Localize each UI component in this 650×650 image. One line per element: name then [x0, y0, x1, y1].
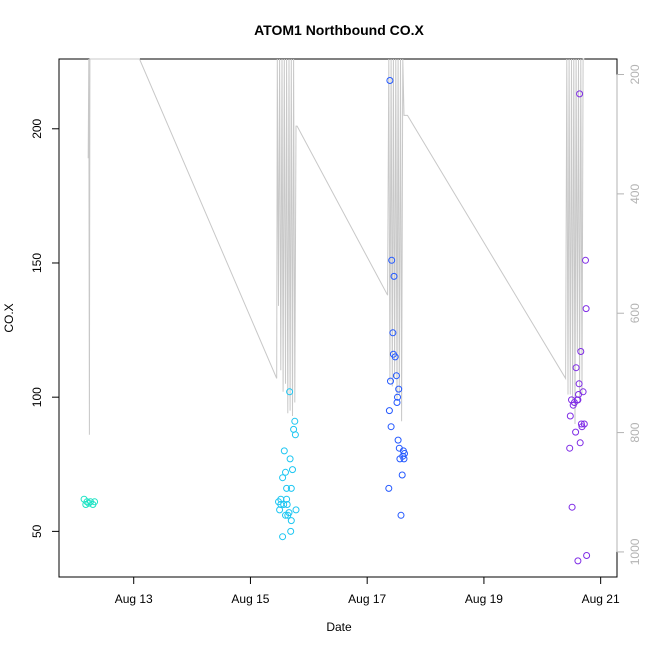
data-point [389, 350, 397, 358]
data-point [291, 417, 299, 425]
data-point [582, 305, 590, 313]
data-point [578, 423, 586, 431]
points-layer [80, 77, 591, 565]
data-point [572, 364, 580, 372]
data-point [398, 471, 406, 479]
data-point [389, 329, 397, 337]
data-point [401, 450, 408, 457]
data-point [280, 501, 288, 508]
data-point [283, 495, 291, 503]
data-point [570, 399, 578, 406]
data-point [568, 503, 576, 511]
x-tick-label: Aug 13 [115, 592, 153, 606]
data-point [279, 533, 287, 541]
data-point [286, 455, 294, 463]
data-point [390, 272, 398, 280]
chart-title: ATOM1 Northbound CO.X [254, 22, 424, 38]
y-tick-label: 100 [30, 387, 44, 407]
x-tick-label: Aug 19 [465, 592, 503, 606]
y2-tick-label: 800 [628, 422, 642, 442]
y2-tick-label: 600 [628, 303, 642, 323]
data-point [387, 377, 394, 385]
data-point [387, 423, 395, 431]
data-point [394, 436, 402, 444]
data-point [577, 420, 585, 428]
data-point [91, 498, 99, 506]
data-point [282, 511, 289, 519]
trace-line [87, 58, 585, 435]
data-point [287, 527, 295, 535]
data-point [280, 447, 288, 455]
data-point [83, 498, 91, 506]
x-tick-label: Aug 15 [231, 592, 269, 606]
data-point [385, 484, 393, 492]
data-point [286, 388, 294, 396]
data-point [577, 348, 585, 355]
data-point [388, 256, 396, 264]
data-point [575, 380, 583, 388]
data-point [582, 256, 589, 264]
data-point [576, 439, 584, 447]
data-point [394, 393, 401, 401]
data-point [385, 407, 393, 415]
y-tick-label: 50 [30, 524, 44, 538]
data-point [287, 484, 295, 492]
data-point [289, 466, 296, 474]
trace-layer [87, 58, 585, 435]
data-point [566, 412, 574, 420]
x-axis: Aug 13 Aug 15 Aug 17 Aug 19 Aug 21 [115, 576, 620, 606]
x-tick-label: Aug 21 [582, 592, 620, 606]
data-point [393, 399, 401, 406]
y-tick-label: 200 [30, 118, 44, 138]
y2-tick-label: 200 [628, 64, 642, 84]
data-point [574, 557, 582, 565]
x-tick-label: Aug 17 [348, 592, 386, 606]
y-tick-label: 150 [30, 253, 44, 273]
data-point [395, 385, 403, 393]
data-point [291, 431, 299, 439]
data-point [283, 484, 291, 492]
data-point [579, 388, 587, 396]
data-point [277, 501, 285, 508]
y-axis: 50 100 150 200 [30, 118, 60, 538]
data-point [292, 506, 300, 514]
data-point [397, 511, 405, 519]
data-point [386, 77, 394, 84]
plot-frame [58, 58, 618, 578]
data-point [279, 474, 287, 482]
y-axis-label: CO.X [2, 303, 16, 332]
data-point [282, 468, 289, 476]
data-point [287, 517, 295, 525]
data-point [400, 455, 408, 463]
data-point [583, 552, 591, 559]
data-point [566, 444, 574, 452]
y2-tick-label: 400 [628, 184, 642, 204]
x-axis-label: Date [326, 620, 352, 634]
data-point [576, 90, 584, 98]
y2-axis: 200 400 600 800 1000 [616, 64, 642, 565]
data-point [572, 428, 580, 436]
data-point [392, 372, 400, 380]
y2-tick-label: 1000 [628, 538, 642, 565]
